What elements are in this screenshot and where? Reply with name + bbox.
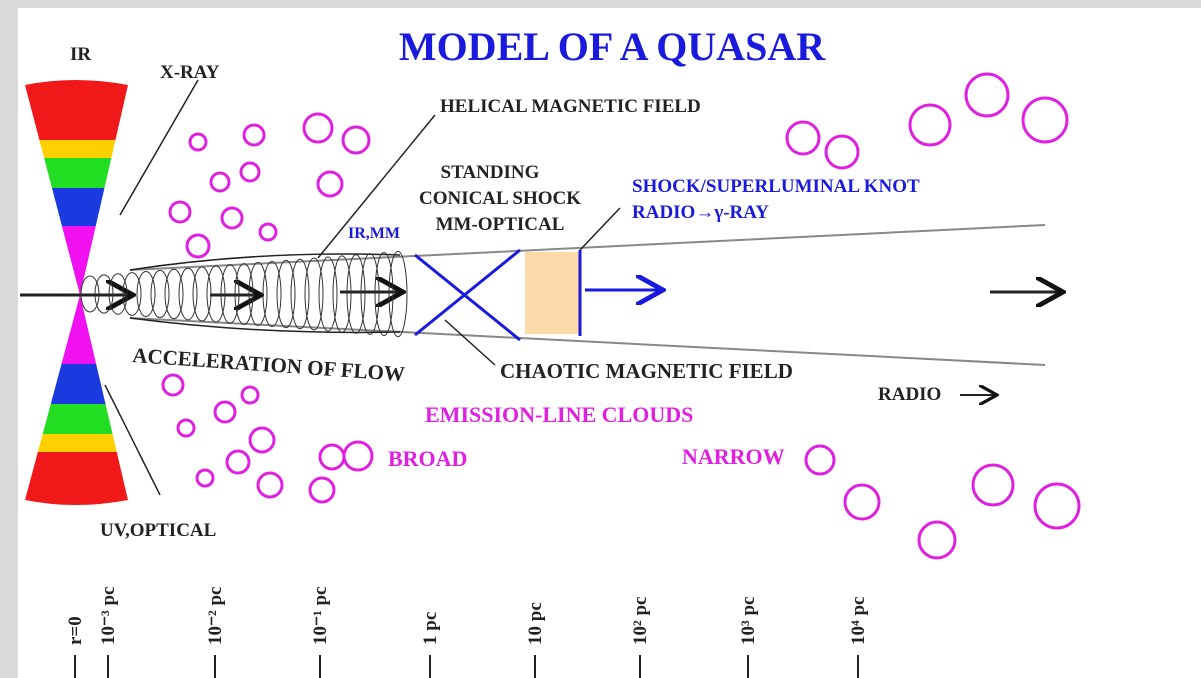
cloud <box>917 520 957 560</box>
cloud <box>188 132 208 152</box>
helix-loop <box>192 266 212 322</box>
scale-label: 10⁻³ pc <box>98 587 119 645</box>
scale-label: 10 pc <box>525 602 546 645</box>
helix-loop <box>94 274 114 314</box>
clouds <box>161 72 1081 560</box>
label: STANDING <box>441 162 540 183</box>
label: IR,MM <box>348 225 400 242</box>
cloud <box>804 444 836 476</box>
scale-label: r=0 <box>65 616 86 645</box>
label: MM-OPTICAL <box>436 214 565 235</box>
cloud <box>161 373 185 397</box>
helix-loop <box>108 273 128 315</box>
label: NARROW <box>682 444 785 469</box>
helix-loop <box>360 253 380 335</box>
label: BROAD <box>388 446 467 471</box>
helix-loop <box>136 271 156 317</box>
helix-loop <box>346 254 366 334</box>
cloud <box>256 471 284 499</box>
cloud <box>225 449 251 475</box>
scale-label: 10³ pc <box>738 597 759 645</box>
cloud <box>316 170 344 198</box>
cloud <box>964 72 1010 118</box>
label: RADIO <box>878 384 941 405</box>
cloud <box>239 161 261 183</box>
cloud <box>971 463 1015 507</box>
helical-field <box>80 250 408 338</box>
helix-loop <box>178 267 198 321</box>
helix-loop <box>304 257 324 331</box>
scale-label: 1 pc <box>420 612 441 645</box>
cloud <box>176 418 196 438</box>
helix-loop <box>276 259 296 329</box>
label: SHOCK/SUPERLUMINAL KNOT <box>632 176 920 197</box>
distance-scale: r=0 10⁻³ pc 10⁻² pc 10⁻¹ pc 1 pc 10 pc 10² pc 1… <box>65 587 869 678</box>
scale-label: 10⁻¹ pc <box>310 587 331 645</box>
label: X-RAY <box>160 62 220 83</box>
cloud <box>209 171 231 193</box>
scale-label: 10² pc <box>630 597 651 645</box>
cloud <box>824 134 860 170</box>
scale-label: 10⁻² pc <box>205 587 226 645</box>
cloud <box>908 103 952 147</box>
helix-loop <box>332 255 352 333</box>
helix-loop <box>220 264 240 324</box>
label: UV,OPTICAL <box>100 520 216 541</box>
cloud <box>220 206 244 230</box>
helix-loop <box>234 263 254 325</box>
cloud <box>248 426 276 454</box>
cloud <box>185 233 211 259</box>
cloud <box>242 123 266 147</box>
cloud <box>308 476 336 504</box>
helix-loop <box>150 269 170 319</box>
label: RADIO→γ-RAY <box>632 202 769 223</box>
cloud <box>843 483 881 521</box>
helix-loop <box>164 268 184 320</box>
helix-loop <box>388 250 408 338</box>
cloud <box>302 112 334 144</box>
helix-loop <box>374 251 394 337</box>
label: HELICAL MAGNETIC FIELD <box>440 96 701 117</box>
helix-loop <box>262 260 282 328</box>
label: CHAOTIC MAGNETIC FIELD <box>500 359 793 383</box>
cloud <box>258 222 278 242</box>
jet <box>20 79 1060 496</box>
cloud <box>240 385 260 405</box>
cloud <box>341 125 371 155</box>
helix-loop <box>80 275 100 313</box>
cloud <box>1021 96 1069 144</box>
helix-loop <box>122 272 142 316</box>
cloud <box>195 468 215 488</box>
cloud <box>342 440 374 472</box>
scale-label: 10⁴ pc <box>848 597 869 645</box>
helix-loop <box>290 258 310 330</box>
cloud <box>1033 482 1081 530</box>
helix-loop <box>248 262 268 326</box>
label: EMISSION-LINE CLOUDS <box>425 402 693 427</box>
title: MODEL OF A QUASAR <box>399 24 826 69</box>
label: CONICAL SHOCK <box>419 188 581 209</box>
helix-loop <box>318 256 338 332</box>
cloud <box>785 120 821 156</box>
cloud <box>168 200 192 224</box>
helix-loop <box>206 265 226 323</box>
cloud <box>213 400 237 424</box>
label: IR <box>70 44 91 65</box>
